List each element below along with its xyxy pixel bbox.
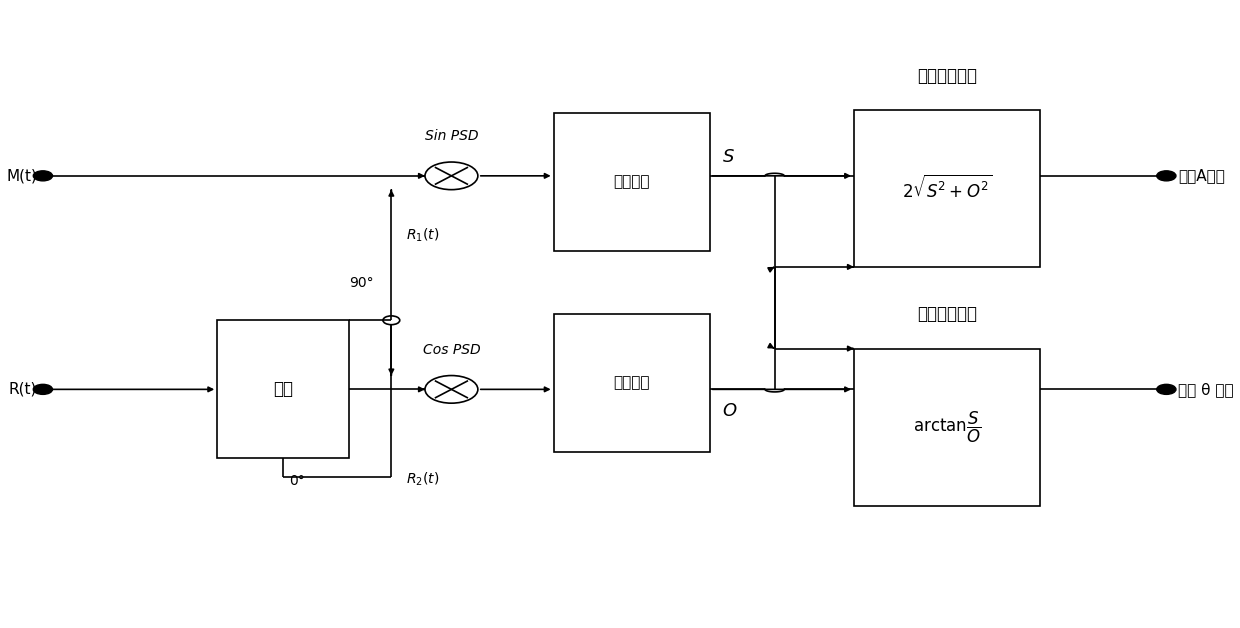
Text: 振幅A输出: 振幅A输出	[1178, 168, 1225, 183]
FancyBboxPatch shape	[217, 320, 350, 458]
FancyBboxPatch shape	[854, 349, 1040, 506]
Text: Cos PSD: Cos PSD	[423, 343, 480, 357]
Text: 数字平均: 数字平均	[614, 175, 650, 190]
Text: $R_2(t)$: $R_2(t)$	[405, 471, 439, 489]
Text: $\mathrm{arctan}\dfrac{S}{O}$: $\mathrm{arctan}\dfrac{S}{O}$	[913, 409, 981, 445]
Text: 0°: 0°	[289, 474, 305, 488]
Text: 90°: 90°	[348, 276, 373, 290]
Text: $O$: $O$	[722, 402, 738, 420]
Text: 移相: 移相	[273, 381, 293, 398]
Circle shape	[1157, 171, 1176, 181]
Text: 相位 θ 输出: 相位 θ 输出	[1178, 382, 1234, 397]
Text: 矢量运算电路: 矢量运算电路	[918, 305, 977, 323]
Text: $2\sqrt{S^2+O^2}$: $2\sqrt{S^2+O^2}$	[901, 175, 992, 202]
FancyBboxPatch shape	[553, 314, 709, 452]
Text: M(t): M(t)	[6, 168, 37, 183]
Text: $R_1(t)$: $R_1(t)$	[405, 227, 439, 244]
Circle shape	[33, 171, 52, 181]
FancyBboxPatch shape	[854, 110, 1040, 267]
Text: Sin PSD: Sin PSD	[424, 129, 479, 143]
Text: $S$: $S$	[722, 148, 734, 166]
Text: 数字平均: 数字平均	[614, 376, 650, 391]
Circle shape	[1157, 384, 1176, 394]
Text: R(t): R(t)	[9, 382, 37, 397]
Text: 矢量运算电路: 矢量运算电路	[918, 67, 977, 85]
FancyBboxPatch shape	[553, 113, 709, 251]
Circle shape	[33, 384, 52, 394]
